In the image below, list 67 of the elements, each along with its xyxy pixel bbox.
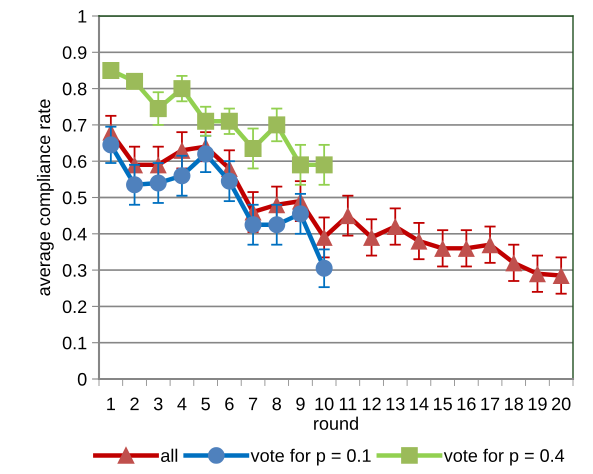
y-tick-label: 0.2 [62,300,86,314]
y-tick-label: 0.4 [62,228,87,241]
point [268,216,286,234]
x-tick-label: 13 [386,398,404,410]
x-tick-label: 16 [458,398,476,410]
x-tick-label: 1 [107,398,115,410]
point [150,100,167,118]
point [244,216,262,234]
point [482,236,499,254]
point [150,174,167,192]
x-tick-label: 8 [272,398,281,410]
point [244,140,262,157]
x-tick-label: 15 [434,398,452,410]
x-tick-label: 12 [362,398,381,410]
x-axis-title: round [314,416,358,430]
x-tick-label: 5 [201,398,210,410]
y-tick-label: 0.7 [62,118,86,132]
x-tick-label: 20 [552,398,570,410]
y-tick-label: 0.9 [62,46,86,60]
point [363,228,380,246]
point [434,240,452,257]
point [316,156,333,174]
point [410,232,428,250]
point [316,228,333,246]
x-tick-label: 17 [481,398,500,410]
legend-label: vote for p = 0.1 [250,448,371,466]
point [220,112,238,130]
point [505,254,522,272]
x-tick-label: 18 [505,398,524,410]
y-tick-label: 0.3 [62,264,86,277]
legend-label: all [161,448,178,462]
point [102,136,120,154]
point [339,207,356,224]
point [458,240,475,257]
x-tick-label: 14 [410,398,428,410]
x-tick-label: 11 [340,398,356,410]
point [386,218,404,236]
x-tick-label: 2 [130,398,139,410]
y-tick-label: 0.6 [62,155,86,168]
point [220,172,238,190]
legend-label: vote for p = 0.4 [444,448,564,466]
point [552,267,570,284]
point [528,265,546,282]
point [197,112,214,130]
y-tick-label: 0.8 [62,82,86,96]
point [316,260,333,277]
y-tick-label: 0.1 [62,336,86,350]
point [292,156,309,174]
y-tick-label: 0.5 [62,191,86,204]
x-tick-label: 4 [177,398,186,410]
point [102,62,120,79]
point [268,116,286,134]
point [292,205,309,222]
point [197,145,214,162]
point [126,72,144,90]
point [126,176,144,194]
y-tick-label: 1 [78,10,86,23]
x-tick-label: 10 [315,398,334,410]
x-tick-label: 7 [248,398,258,410]
y-axis-title: average compliance rate [36,99,54,296]
y-tick-label: 0 [78,372,86,386]
x-tick-label: 19 [528,398,547,410]
x-tick-label: 6 [225,398,234,410]
x-tick-label: 3 [154,398,162,410]
point [173,80,190,98]
x-tick-label: 9 [296,398,305,410]
point [173,167,190,184]
